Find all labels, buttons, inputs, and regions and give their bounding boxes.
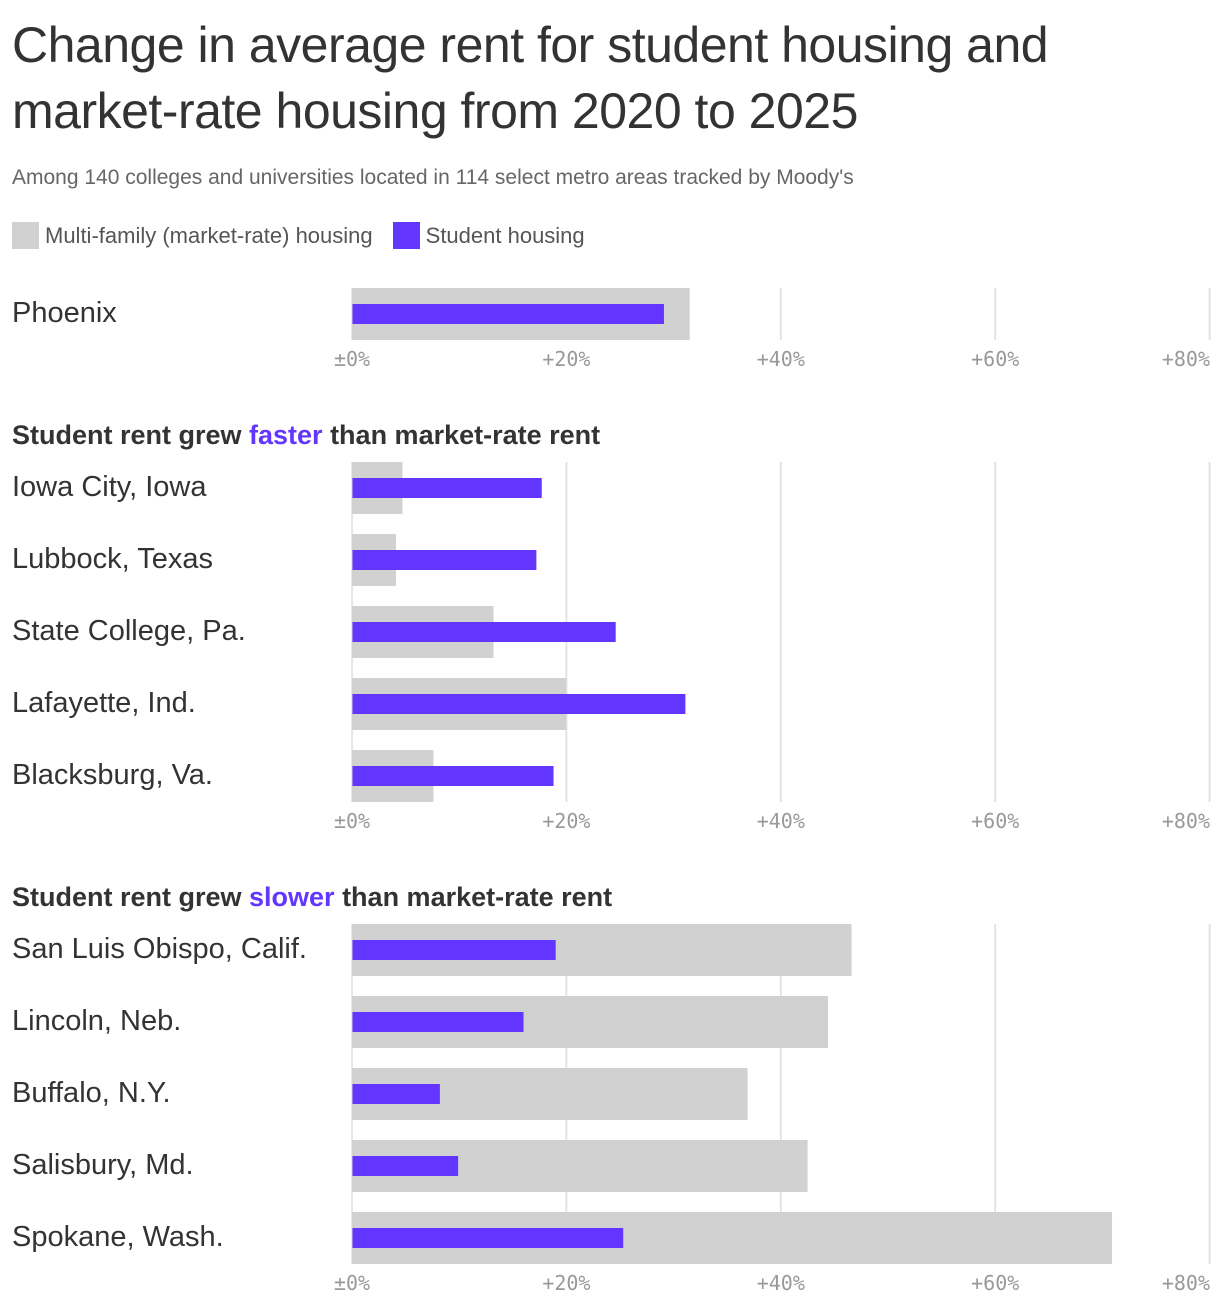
section-heading-part: Student rent grew <box>12 882 249 912</box>
city-label: Phoenix <box>12 297 117 329</box>
student-bar <box>352 1228 624 1248</box>
student-bar <box>352 304 664 324</box>
legend-item-student: Student housing <box>392 222 585 249</box>
tick-label: +80% <box>1162 809 1210 833</box>
city-label: Blacksburg, Va. <box>12 759 213 791</box>
tick-label: ±0% <box>334 809 370 833</box>
city-label: Iowa City, Iowa <box>12 471 207 503</box>
student-bar <box>352 1012 524 1032</box>
tick-label: +60% <box>971 809 1019 833</box>
tick-label: +20% <box>542 809 590 833</box>
tick-label: +60% <box>971 347 1019 371</box>
tick-label: +40% <box>757 347 805 371</box>
section-heading-part: than market-rate rent <box>323 420 601 450</box>
section-heading-accent: faster <box>249 420 323 450</box>
chart-group-1: Student rent grew faster than market-rat… <box>12 420 1211 833</box>
student-bar <box>352 766 554 786</box>
student-bar <box>352 622 616 642</box>
student-bar <box>352 1084 440 1104</box>
chart-group-2: Student rent grew slower than market-rat… <box>12 882 1211 1295</box>
section-heading: Student rent grew faster than market-rat… <box>12 420 600 450</box>
city-label: Lafayette, Ind. <box>12 687 196 719</box>
student-bar <box>352 550 537 570</box>
city-label: Spokane, Wash. <box>12 1221 224 1253</box>
chart-title: Change in average rent for student housi… <box>12 17 1049 139</box>
legend-item-market: Multi-family (market-rate) housing <box>12 222 373 249</box>
tick-label: ±0% <box>334 1271 370 1295</box>
city-label: Salisbury, Md. <box>12 1149 194 1181</box>
city-label: Lincoln, Neb. <box>12 1005 181 1037</box>
city-label: Lubbock, Texas <box>12 543 213 575</box>
tick-label: +40% <box>757 1271 805 1295</box>
tick-label: +40% <box>757 809 805 833</box>
tick-label: +80% <box>1162 347 1210 371</box>
city-label: Buffalo, N.Y. <box>12 1077 171 1109</box>
section-heading: Student rent grew slower than market-rat… <box>12 882 612 912</box>
legend-swatch-market <box>12 222 39 249</box>
student-bar <box>352 694 686 714</box>
city-label: State College, Pa. <box>12 615 246 647</box>
section-heading-part: Student rent grew <box>12 420 249 450</box>
legend-swatch-student <box>392 222 420 249</box>
student-bar <box>352 478 542 498</box>
tick-label: +80% <box>1162 1271 1210 1295</box>
section-heading-accent: slower <box>249 882 335 912</box>
student-bar <box>352 1156 459 1176</box>
tick-label: ±0% <box>334 347 370 371</box>
tick-label: +20% <box>542 347 590 371</box>
legend: Multi-family (market-rate) housing Stude… <box>12 222 605 249</box>
chart-subtitle: Among 140 colleges and universities loca… <box>12 166 854 189</box>
legend-label-student: Student housing <box>425 222 585 248</box>
tick-label: +60% <box>971 1271 1019 1295</box>
legend-label-market: Multi-family (market-rate) housing <box>45 222 373 248</box>
student-bar <box>352 940 556 960</box>
city-label: San Luis Obispo, Calif. <box>12 933 307 965</box>
tick-label: +20% <box>542 1271 590 1295</box>
chart-group-0: Phoenix ±0% +20% +40% +60% +80% <box>12 288 1211 371</box>
section-heading-part: than market-rate rent <box>335 882 613 912</box>
